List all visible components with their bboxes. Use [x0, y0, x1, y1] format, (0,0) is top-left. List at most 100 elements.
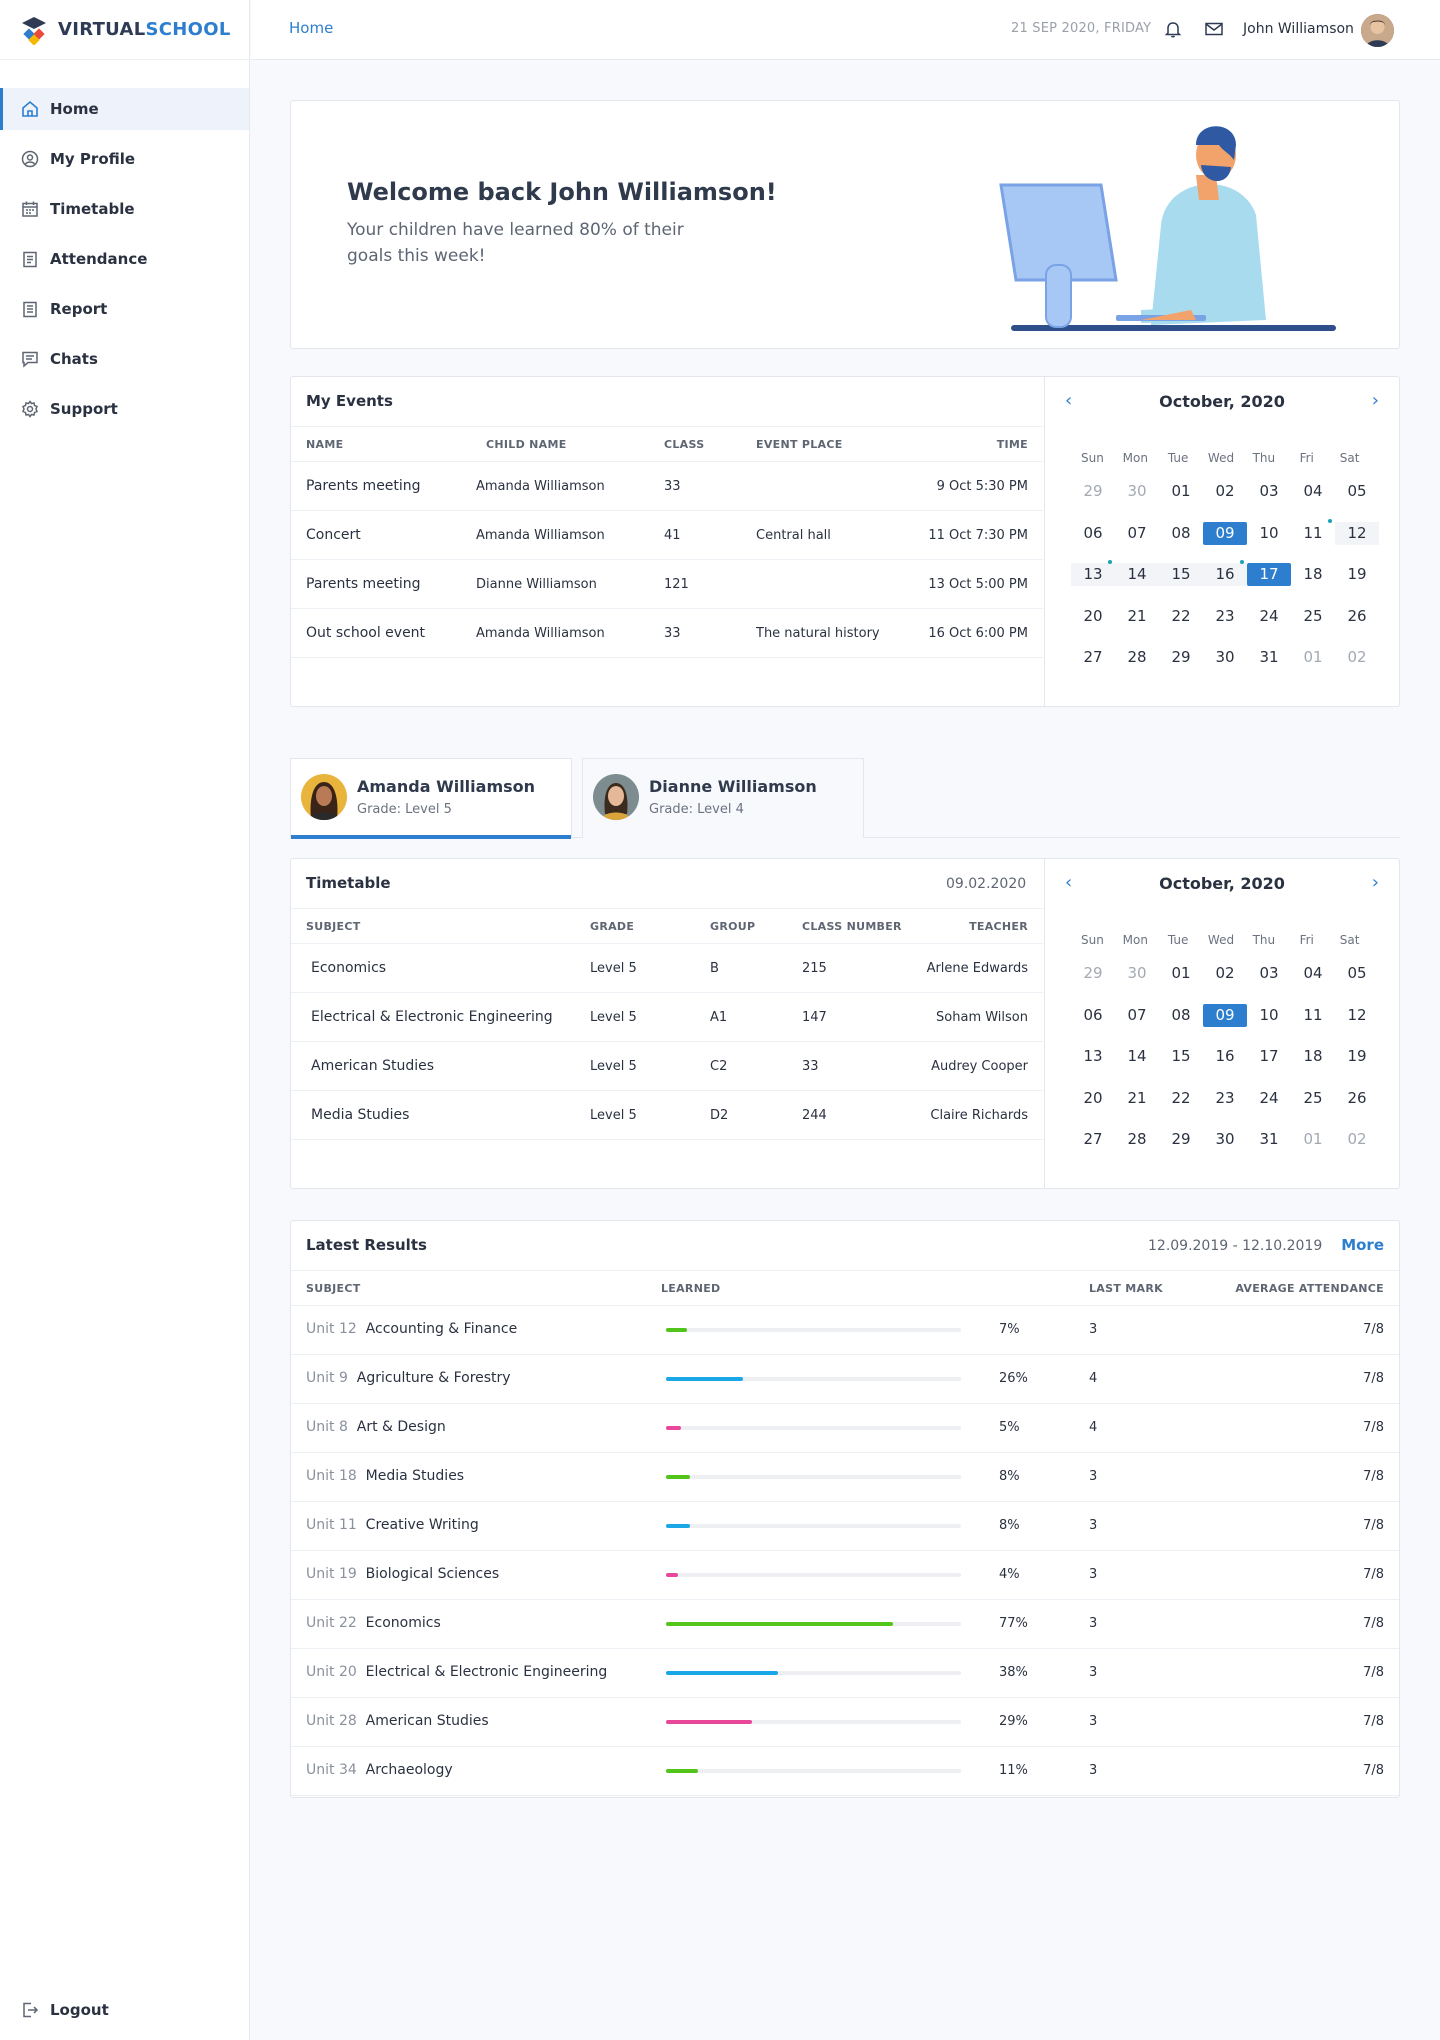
calendar-day[interactable]: 06: [1083, 523, 1103, 542]
table-row[interactable]: Unit 28 American Studies 29% 3 7/8: [291, 1698, 1399, 1747]
tab-amanda-williamson[interactable]: Amanda Williamson Grade: Level 5: [290, 758, 572, 839]
table-row[interactable]: Unit 12 Accounting & Finance 7% 3 7/8: [291, 1306, 1399, 1355]
table-row[interactable]: Unit 20 Electrical & Electronic Engineer…: [291, 1649, 1399, 1698]
calendar-day[interactable]: 31: [1259, 648, 1279, 667]
calendar-day[interactable]: 20: [1083, 606, 1103, 625]
calendar-day[interactable]: 08: [1171, 523, 1191, 542]
chevron-left-icon[interactable]: ‹: [1065, 390, 1073, 411]
calendar-day-selected[interactable]: 09: [1203, 521, 1247, 545]
calendar-day[interactable]: 14: [1127, 1047, 1147, 1066]
table-row[interactable]: Unit 18 Media Studies 8% 3 7/8: [291, 1453, 1399, 1502]
calendar-day[interactable]: 01: [1171, 964, 1191, 983]
table-row[interactable]: Unit 8 Art & Design 5% 4 7/8: [291, 1404, 1399, 1453]
column-header[interactable]: EVENT PLACE: [756, 437, 843, 451]
breadcrumb[interactable]: Home: [289, 19, 334, 37]
calendar-day[interactable]: 05: [1347, 964, 1367, 983]
calendar-day[interactable]: 02: [1215, 964, 1235, 983]
table-row[interactable]: Concert Amanda Williamson 41 Central hal…: [291, 511, 1043, 560]
column-header[interactable]: GROUP: [710, 919, 756, 933]
column-header[interactable]: GRADE: [590, 919, 635, 933]
column-header[interactable]: CLASS: [664, 437, 705, 451]
calendar-day[interactable]: 25: [1303, 606, 1323, 625]
chevron-right-icon[interactable]: ›: [1371, 390, 1379, 411]
calendar-day[interactable]: 10: [1259, 523, 1279, 542]
column-header[interactable]: SUBJECT: [306, 919, 361, 933]
calendar-day[interactable]: 14: [1115, 563, 1159, 587]
calendar-day[interactable]: 30: [1215, 1130, 1235, 1149]
calendar-day[interactable]: 13: [1071, 560, 1115, 587]
calendar-day-selected[interactable]: 09: [1203, 1003, 1247, 1027]
calendar-day[interactable]: 19: [1347, 565, 1367, 584]
calendar-day[interactable]: 29: [1083, 964, 1103, 983]
calendar-day[interactable]: 23: [1215, 1088, 1235, 1107]
calendar-day[interactable]: 01: [1303, 648, 1323, 667]
table-row[interactable]: Media Studies Level 5 D2 244 Claire Rich…: [291, 1091, 1043, 1140]
column-header[interactable]: LEARNED: [661, 1281, 721, 1295]
calendar-day[interactable]: 07: [1127, 523, 1147, 542]
calendar-day[interactable]: 25: [1303, 1088, 1323, 1107]
table-row[interactable]: American Studies Level 5 C2 33 Audrey Co…: [291, 1042, 1043, 1091]
sidebar-item-home[interactable]: Home: [0, 88, 249, 130]
calendar-day[interactable]: 20: [1083, 1088, 1103, 1107]
calendar-day[interactable]: 05: [1347, 482, 1367, 501]
column-header[interactable]: NAME: [306, 437, 344, 451]
calendar-day[interactable]: 10: [1259, 1005, 1279, 1024]
column-header[interactable]: AVERAGE ATTENDANCE: [1235, 1281, 1384, 1295]
calendar-day[interactable]: 16: [1215, 1047, 1235, 1066]
calendar-day[interactable]: 01: [1171, 482, 1191, 501]
calendar-day[interactable]: 11: [1291, 518, 1335, 545]
tab-dianne-williamson[interactable]: Dianne Williamson Grade: Level 4: [582, 758, 864, 838]
column-header[interactable]: CLASS NUMBER: [802, 919, 902, 933]
calendar-day[interactable]: 18: [1303, 1047, 1323, 1066]
sidebar-item-attendance[interactable]: Attendance: [0, 238, 249, 280]
calendar-day[interactable]: 24: [1259, 606, 1279, 625]
calendar-day[interactable]: 02: [1347, 648, 1367, 667]
bell-icon[interactable]: [1163, 19, 1185, 41]
calendar-day[interactable]: 04: [1303, 964, 1323, 983]
calendar-day[interactable]: 12: [1335, 521, 1379, 545]
calendar-day[interactable]: 08: [1171, 1005, 1191, 1024]
table-row[interactable]: Unit 11 Creative Writing 8% 3 7/8: [291, 1502, 1399, 1551]
calendar-day[interactable]: 22: [1171, 606, 1191, 625]
calendar-day-selected[interactable]: 17: [1247, 563, 1291, 587]
calendar-day[interactable]: 28: [1127, 648, 1147, 667]
calendar-day[interactable]: 29: [1171, 1130, 1191, 1149]
column-header[interactable]: LAST MARK: [1089, 1281, 1163, 1295]
calendar-day[interactable]: 13: [1083, 1047, 1103, 1066]
calendar-day[interactable]: 26: [1347, 606, 1367, 625]
table-row[interactable]: Unit 22 Economics 77% 3 7/8: [291, 1600, 1399, 1649]
calendar-day[interactable]: 24: [1259, 1088, 1279, 1107]
calendar-day[interactable]: 02: [1347, 1130, 1367, 1149]
table-row[interactable]: Out school event Amanda Williamson 33 Th…: [291, 609, 1043, 658]
column-header[interactable]: TEACHER: [969, 919, 1028, 933]
sidebar-item-timetable[interactable]: Timetable: [0, 188, 249, 230]
table-row[interactable]: Economics Level 5 B 215 Arlene Edwards: [291, 944, 1043, 993]
calendar-day[interactable]: 30: [1127, 964, 1147, 983]
user-name[interactable]: John Williamson: [1243, 21, 1354, 37]
calendar-day[interactable]: 26: [1347, 1088, 1367, 1107]
calendar-day[interactable]: 15: [1159, 563, 1203, 587]
table-row[interactable]: Unit 9 Agriculture & Forestry 26% 4 7/8: [291, 1355, 1399, 1404]
table-row[interactable]: Parents meeting Dianne Williamson 121 13…: [291, 560, 1043, 609]
calendar-day[interactable]: 21: [1127, 606, 1147, 625]
logout-button[interactable]: Logout: [20, 2000, 109, 2020]
calendar-day[interactable]: 11: [1303, 1005, 1323, 1024]
calendar-day[interactable]: 04: [1303, 482, 1323, 501]
calendar-day[interactable]: 27: [1083, 648, 1103, 667]
calendar-day[interactable]: 17: [1259, 1047, 1279, 1066]
calendar-day[interactable]: 23: [1215, 606, 1235, 625]
calendar-day[interactable]: 29: [1083, 482, 1103, 501]
mail-icon[interactable]: [1204, 19, 1226, 41]
logo[interactable]: VIRTUALSCHOOL: [0, 0, 249, 60]
chevron-right-icon[interactable]: ›: [1371, 872, 1379, 893]
calendar-day[interactable]: 27: [1083, 1130, 1103, 1149]
sidebar-item-report[interactable]: Report: [0, 288, 249, 330]
calendar-day[interactable]: 30: [1215, 648, 1235, 667]
calendar-day[interactable]: 07: [1127, 1005, 1147, 1024]
calendar-day[interactable]: 01: [1303, 1130, 1323, 1149]
calendar-day[interactable]: 19: [1347, 1047, 1367, 1066]
sidebar-item-support[interactable]: Support: [0, 388, 249, 430]
calendar-day[interactable]: 30: [1127, 482, 1147, 501]
chevron-left-icon[interactable]: ‹: [1065, 872, 1073, 893]
calendar-day[interactable]: 22: [1171, 1088, 1191, 1107]
